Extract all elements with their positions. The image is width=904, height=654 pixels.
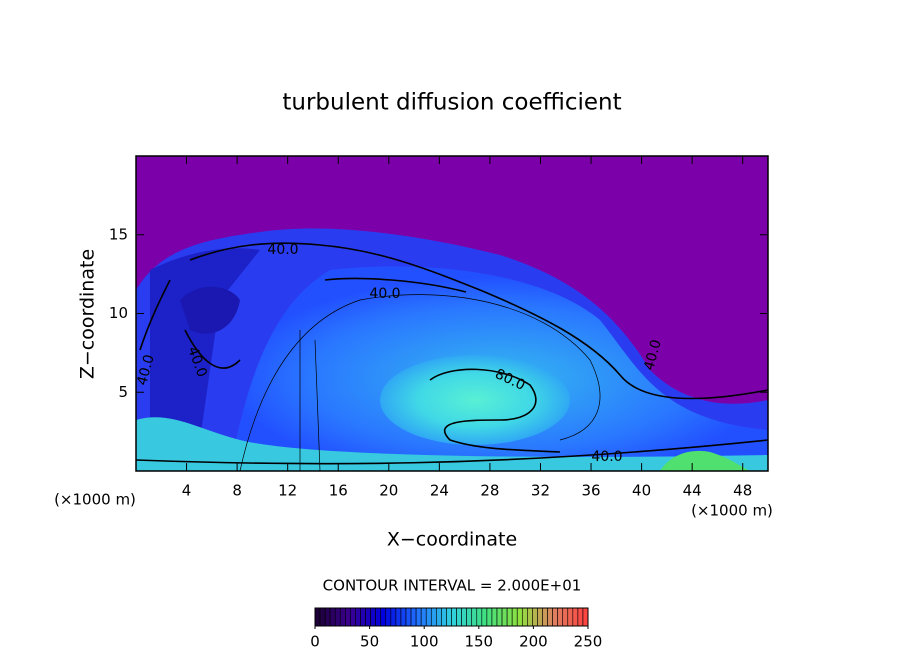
contour-lines-thin xyxy=(239,294,601,471)
y-tick-label: 5 xyxy=(118,383,128,401)
x-tick-label: 36 xyxy=(581,482,600,500)
contour-label: 40.0 xyxy=(134,353,158,387)
y-tick-label: 15 xyxy=(109,225,128,243)
colorbar-cell xyxy=(339,607,346,627)
colorbar-cell xyxy=(400,607,407,627)
colorbar-cell xyxy=(557,607,564,627)
contour-label: 40.0 xyxy=(641,338,665,372)
contour-label: 40.0 xyxy=(267,242,298,258)
colorbar-cell xyxy=(516,607,523,627)
colorbar-cell xyxy=(496,607,503,627)
colorbar-cell xyxy=(456,607,462,627)
colorbar-cell xyxy=(547,607,553,627)
colorbar-cell xyxy=(334,607,341,627)
colorbar-cell xyxy=(451,607,457,627)
colorbar-cell xyxy=(572,607,579,627)
field xyxy=(136,156,768,471)
colorbar-cell xyxy=(430,607,437,627)
colorbar-cell xyxy=(324,607,331,627)
x-tick-label: 12 xyxy=(278,482,297,500)
colorbar-cell xyxy=(405,607,412,627)
colorbar-cell xyxy=(486,607,493,627)
x-tick-label: 4 xyxy=(182,482,192,500)
colorbar-cell xyxy=(390,607,397,627)
x-tick-label: 32 xyxy=(531,482,550,500)
colorbar-cell xyxy=(385,607,392,627)
chart-title: turbulent diffusion coefficient xyxy=(282,90,621,116)
colorbar-cell xyxy=(506,607,513,627)
colorbar-cell xyxy=(441,607,447,627)
colorbar-cell xyxy=(350,607,356,627)
colorbar-cell xyxy=(365,607,371,627)
x-tick-label: 16 xyxy=(329,482,348,500)
contour-label: 40.0 xyxy=(369,286,400,302)
contour-interval: CONTOUR INTERVAL = 2.000E+01 xyxy=(323,577,582,595)
colorbar-cell xyxy=(532,607,538,627)
x-tick-label: 24 xyxy=(430,482,449,500)
colorbar-cell xyxy=(446,607,452,627)
colorbar-cell xyxy=(501,607,508,627)
x-axis-label: X−coordinate xyxy=(387,529,517,551)
x-tick-label: 8 xyxy=(232,482,242,500)
colorbar-cell xyxy=(425,607,432,627)
contour-lines xyxy=(136,242,768,465)
colorbar-cell xyxy=(476,607,483,627)
colorbar-cell xyxy=(360,607,366,627)
x-tick-label: 48 xyxy=(733,482,752,500)
y-tick-label: 10 xyxy=(109,304,128,322)
colorbar-cell xyxy=(420,607,427,627)
colorbar-cell xyxy=(380,607,387,627)
colorbar-cell xyxy=(552,607,558,627)
colorbar-cell xyxy=(345,607,351,627)
colorbar-cell xyxy=(567,607,574,627)
colorbar-cell xyxy=(375,607,382,627)
colorbar-cell xyxy=(329,607,336,627)
colorbar-cell xyxy=(527,607,533,627)
colorbar-cell xyxy=(521,607,528,627)
x-unit: (×1000 m) xyxy=(54,491,136,509)
colorbar-cell xyxy=(542,607,548,627)
colorbar-cell xyxy=(481,607,488,627)
colorbar-cell xyxy=(491,607,498,627)
colorbar-cell xyxy=(410,607,417,627)
colorbar-tick-label: 50 xyxy=(360,633,379,651)
colorbar-tick-label: 250 xyxy=(574,633,603,651)
colorbar-cell xyxy=(370,607,376,627)
x-tick-label: 20 xyxy=(379,482,398,500)
x-unit-right: (×1000 m) xyxy=(691,502,773,520)
colorbar-cell xyxy=(461,607,467,627)
colorbar-cell xyxy=(466,607,473,627)
colorbar-cell xyxy=(415,607,422,627)
x-tick-label: 40 xyxy=(632,482,651,500)
colorbar-tick-label: 200 xyxy=(519,633,548,651)
colorbar-tick-label: 0 xyxy=(310,633,320,651)
colorbar-cell xyxy=(562,607,569,627)
colorbar-cell xyxy=(314,607,321,627)
colorbar-cell xyxy=(436,607,442,627)
colorbar-cell xyxy=(511,607,518,627)
colorbar-tick-label: 100 xyxy=(410,633,439,651)
colorbar-cell xyxy=(582,607,589,627)
contour-label: 40.0 xyxy=(591,449,622,465)
colorbar-cell xyxy=(355,607,361,627)
colorbar-cell xyxy=(395,607,402,627)
colorbar-cell xyxy=(319,607,326,627)
colorbar-cell xyxy=(577,607,584,627)
colorbar-tick-label: 150 xyxy=(464,633,493,651)
colorbar-cell xyxy=(471,607,478,627)
colorbar-cell xyxy=(537,607,543,627)
x-tick-label: 28 xyxy=(480,482,499,500)
y-axis-label: Z−coordinate xyxy=(77,249,99,379)
colorbar-frame xyxy=(314,607,589,627)
x-tick-label: 44 xyxy=(683,482,702,500)
